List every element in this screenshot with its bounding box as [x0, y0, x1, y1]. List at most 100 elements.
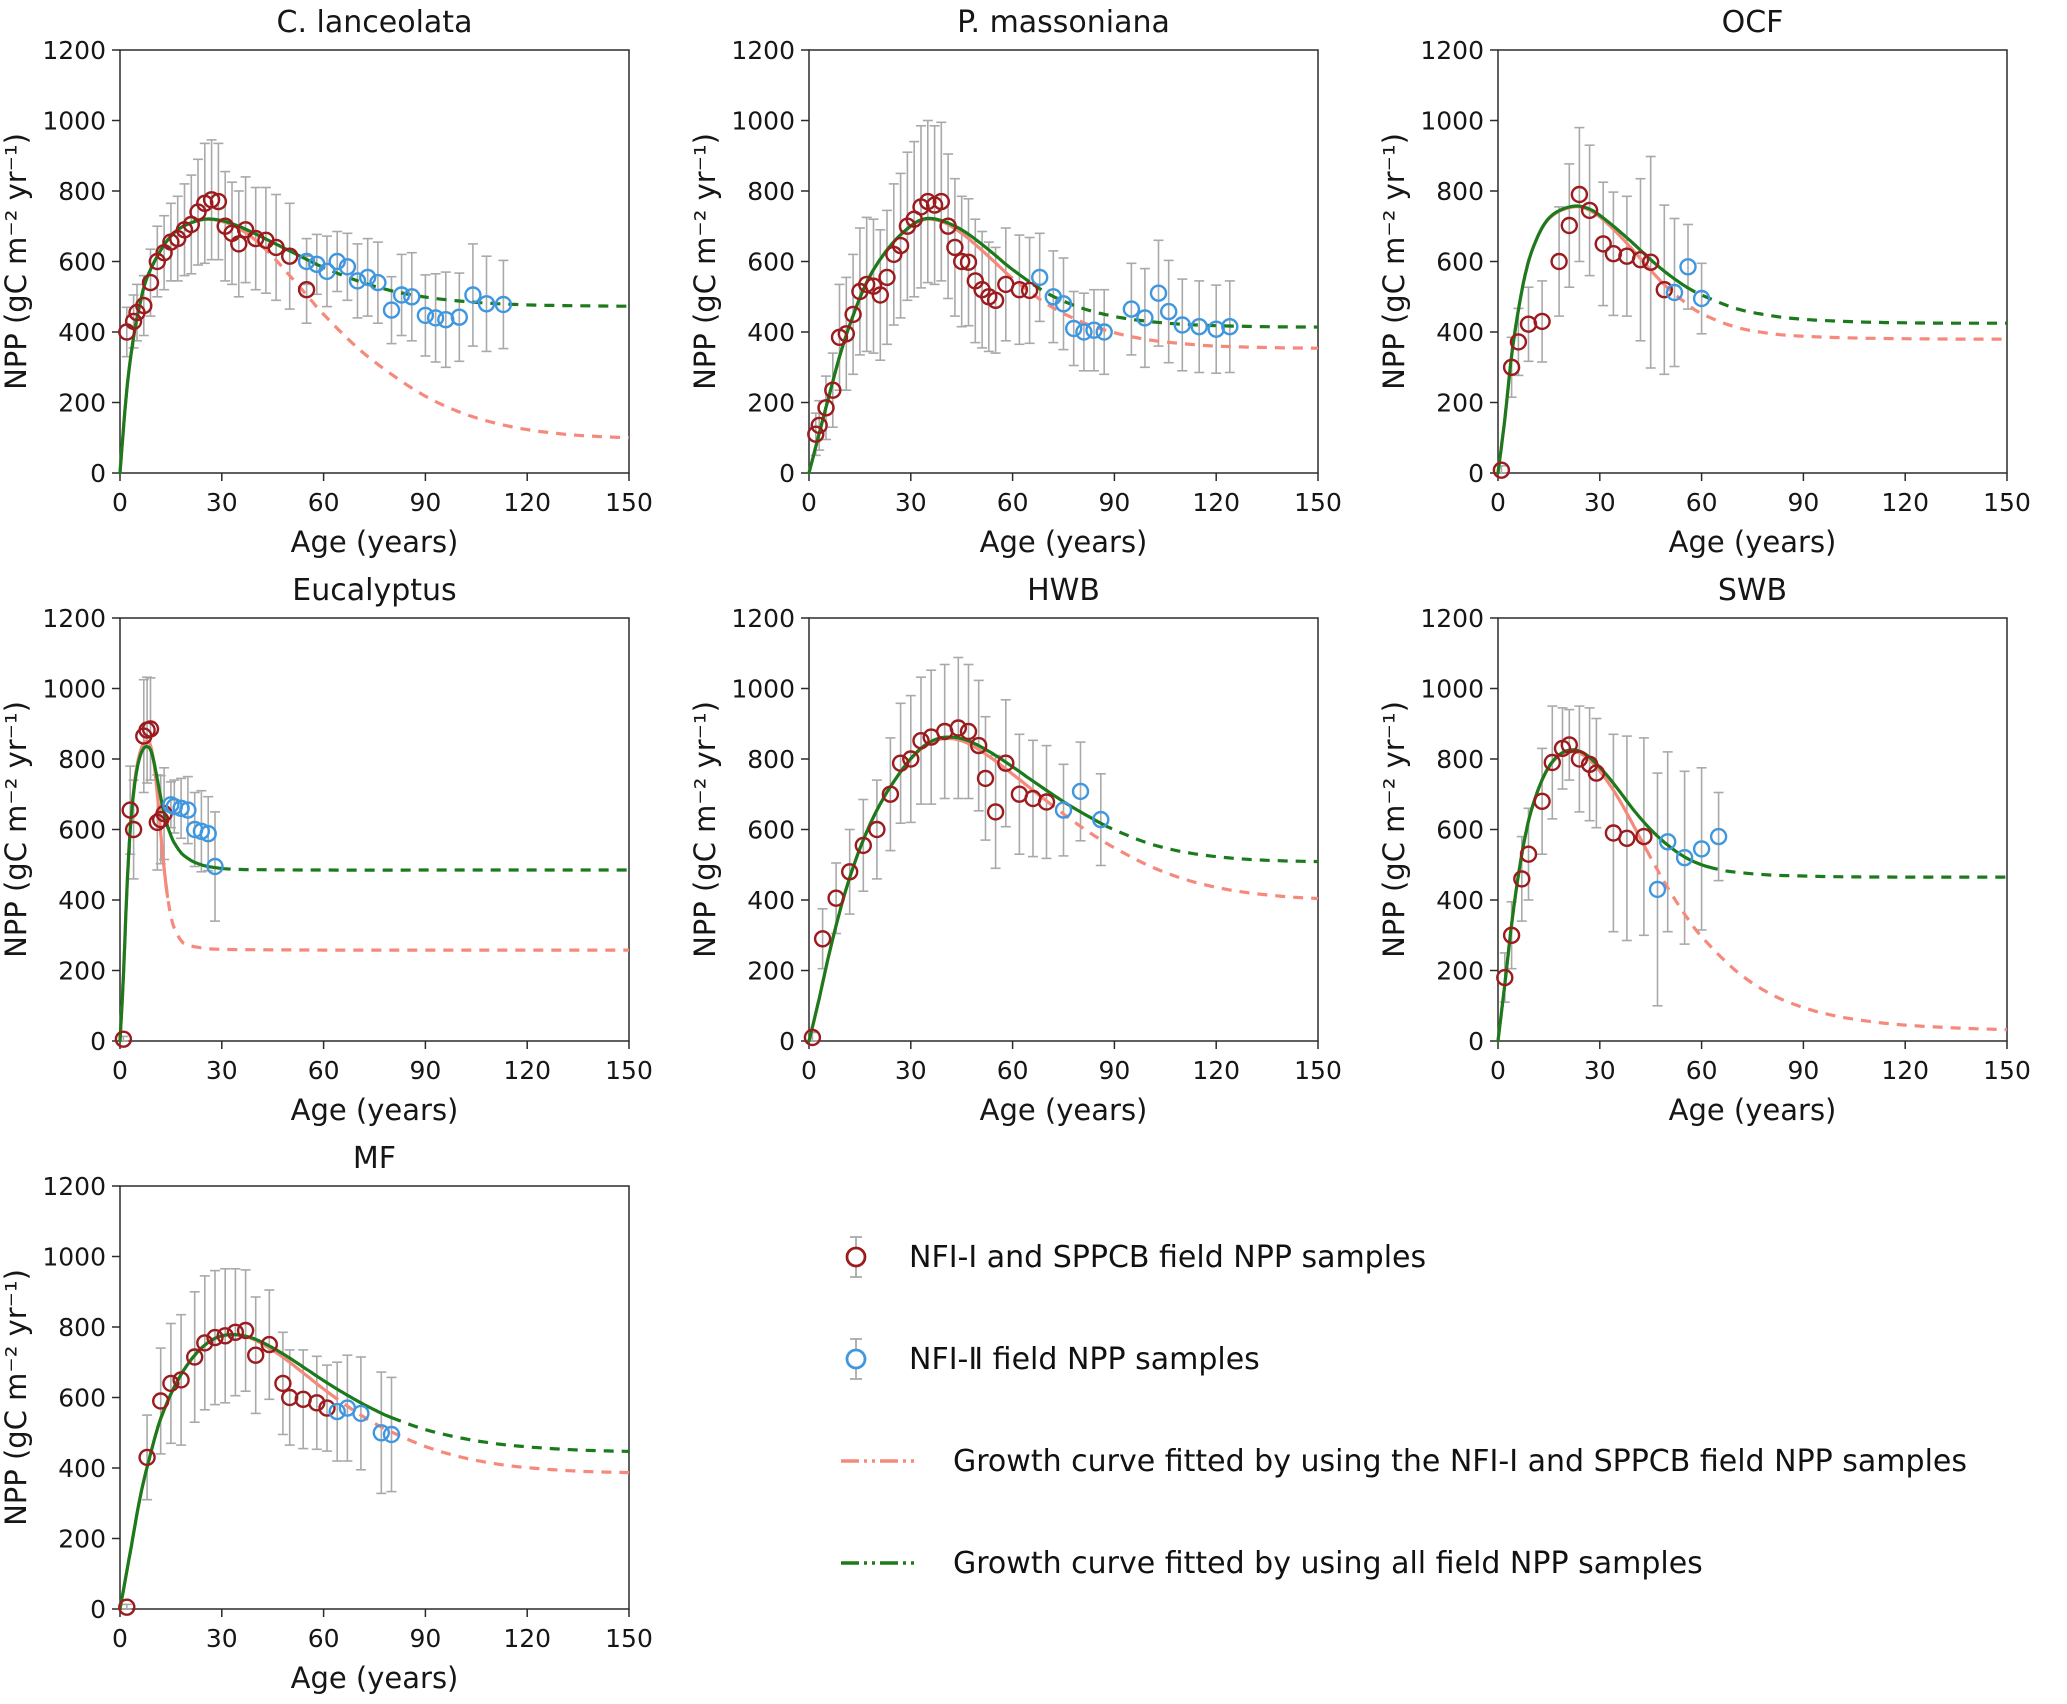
- y-tick-label: 0: [1468, 459, 1484, 488]
- red-sample-point: [1037, 793, 1056, 811]
- y-tick-label: 200: [1436, 957, 1484, 986]
- red-sample-point: [837, 325, 856, 343]
- red-sample-point: [138, 1448, 156, 1467]
- red-sample-point: [206, 1328, 224, 1347]
- x-axis-label: Age (years): [1669, 1093, 1837, 1127]
- y-tick-label: 1000: [1420, 107, 1484, 136]
- error-bar: [939, 663, 950, 800]
- x-tick-label: 150: [605, 488, 653, 517]
- y-tick-label: 1200: [1420, 36, 1484, 65]
- error-bar: [1095, 773, 1106, 867]
- red-sample-point: [1550, 252, 1568, 271]
- y-tick-label: 0: [90, 459, 106, 488]
- blue-sample-point: [416, 306, 435, 325]
- error-bar: [844, 828, 855, 915]
- error-bar: [882, 209, 892, 346]
- y-tick-label: 400: [58, 318, 106, 347]
- red-sample-point: [959, 253, 978, 271]
- green-curve-solid: [1496, 748, 1710, 1043]
- red-sample-point: [162, 1374, 180, 1393]
- blue-sample-point: [392, 286, 411, 304]
- red-sample-point: [1655, 281, 1673, 299]
- error-bar: [1537, 747, 1548, 856]
- blue-sample-point: [1095, 323, 1113, 341]
- error-bar: [322, 1364, 332, 1452]
- legend-item-nfi1-samples: NFI-Ⅰ and SPPCB field NPP samples: [839, 1231, 2067, 1283]
- plot-frame: [1497, 49, 2008, 474]
- blue-sample-point: [1149, 284, 1168, 302]
- x-tick-label: 90: [1787, 488, 1819, 517]
- error-bar: [1584, 707, 1595, 822]
- error-bar: [145, 677, 156, 781]
- error-bar: [827, 352, 838, 429]
- x-tick-label: 30: [1584, 488, 1616, 517]
- chart-p-massoniana: P. massoniana 0 30 60 90 120 150 0 200 400 600 800 1…: [689, 0, 1378, 568]
- chart-title: Eucalyptus: [292, 573, 456, 608]
- error-bar: [467, 243, 478, 347]
- y-tick-label: 1000: [42, 675, 106, 704]
- red-sample-point: [246, 1346, 265, 1364]
- red-sample-point: [318, 1399, 336, 1417]
- x-tick-label: 120: [503, 1624, 551, 1653]
- red-sample-point: [281, 247, 299, 265]
- blue-sample-point: [1075, 323, 1093, 341]
- error-bar: [332, 230, 343, 293]
- x-tick-label: 0: [112, 1624, 128, 1653]
- blue-sample-point: [1648, 880, 1667, 899]
- error-bar: [420, 274, 431, 357]
- error-bar: [909, 140, 920, 298]
- error-bar: [1713, 791, 1724, 882]
- blue-sample-point: [1122, 300, 1141, 318]
- blue-sample-point: [1692, 840, 1711, 858]
- green-curve-solid: [118, 745, 223, 1043]
- red-sample-point: [124, 312, 143, 331]
- blue-sample-point: [477, 295, 496, 313]
- error-bar: [1659, 204, 1670, 376]
- y-tick-label: 1000: [42, 107, 106, 136]
- error-bar: [250, 1296, 261, 1415]
- x-axis-label: Age (years): [980, 525, 1148, 559]
- red-sample-point: [196, 1334, 214, 1352]
- x-tick-label: 120: [503, 1056, 551, 1085]
- error-bar: [1153, 239, 1164, 347]
- error-bar: [1014, 234, 1025, 346]
- y-axis-label: NPP (gC m⁻² yr⁻¹): [689, 701, 722, 958]
- error-bar: [271, 193, 282, 302]
- blue-sample-point: [1054, 295, 1073, 313]
- chart-title: P. massoniana: [957, 5, 1170, 40]
- red-sample-point: [844, 305, 862, 324]
- error-bar: [386, 1376, 397, 1493]
- error-bar: [1024, 236, 1035, 345]
- legend-label-green-fit: Growth curve fitted by using all field N…: [953, 1545, 1703, 1581]
- red-sample-point: [1594, 235, 1612, 253]
- error-bar: [233, 190, 244, 298]
- red-sample-point: [854, 836, 873, 855]
- error-bar: [1696, 262, 1707, 335]
- blue-sample-point: [328, 1402, 346, 1421]
- y-tick-label: 0: [90, 1027, 106, 1056]
- y-tick-label: 400: [58, 886, 106, 915]
- red-sample-point: [810, 416, 828, 435]
- y-tick-label: 400: [747, 886, 795, 915]
- error-bar: [1058, 763, 1069, 857]
- red-sample-point: [1618, 829, 1636, 847]
- red-sample-point: [1509, 333, 1528, 351]
- red-sample-point: [840, 863, 859, 881]
- blue-sample-point: [199, 825, 217, 843]
- red-sample-point: [857, 275, 876, 294]
- pink-curve-swatch-icon: [839, 1435, 917, 1487]
- error-bar: [227, 181, 237, 286]
- y-tick-label: 800: [58, 745, 106, 774]
- blue-sample-point: [1085, 321, 1103, 339]
- red-sample-point: [970, 736, 988, 755]
- error-bar: [916, 676, 926, 805]
- error-bar: [1608, 191, 1619, 317]
- error-bar: [454, 272, 465, 363]
- error-bar: [963, 663, 974, 800]
- error-bar: [284, 202, 295, 310]
- chart-svg: MF 0 30 60 90 120 150 0 200 400 600 800 1000 1200 Age …: [0, 1141, 653, 1695]
- error-bar: [1089, 288, 1099, 372]
- blue-sample-point: [1675, 849, 1694, 867]
- blue-sample-point: [172, 799, 190, 818]
